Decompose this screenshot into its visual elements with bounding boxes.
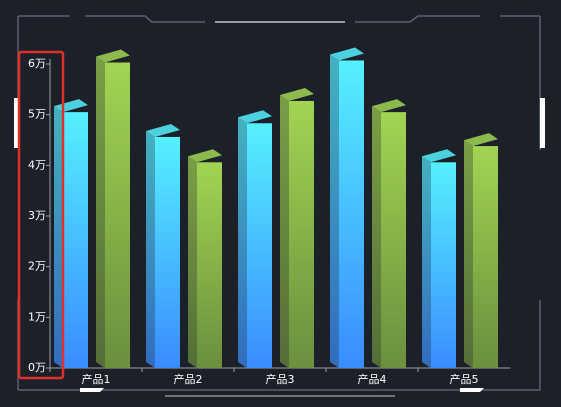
y-tick-label: 1万 <box>28 310 46 323</box>
bar-side <box>238 117 247 368</box>
y-tick-label: 2万 <box>28 260 46 273</box>
bar-top <box>146 123 180 137</box>
bar-side <box>464 140 473 368</box>
y-tick-label: 4万 <box>28 158 46 171</box>
x-tick-label: 产品1 <box>82 372 111 386</box>
x-tick-label: 产品5 <box>450 372 479 386</box>
bar <box>431 162 456 368</box>
y-tick-label: 6万 <box>28 57 46 70</box>
bar <box>63 112 88 368</box>
bar <box>197 162 222 368</box>
bar-top <box>238 110 272 124</box>
highlight-box <box>17 50 65 380</box>
bar-top <box>464 133 498 147</box>
bar <box>247 123 272 368</box>
bar-top <box>372 99 406 113</box>
bar-top <box>280 87 314 101</box>
bar-side <box>330 54 339 368</box>
y-tick-label: 5万 <box>28 108 46 121</box>
y-tick-label: 0万 <box>28 361 46 374</box>
bar <box>155 136 180 368</box>
x-tick-label: 产品3 <box>266 372 295 386</box>
bar-side <box>422 156 431 368</box>
x-tick-label: 产品4 <box>358 372 387 386</box>
bar-top <box>330 47 364 61</box>
x-tick-label: 产品2 <box>174 372 203 386</box>
y-tick-label: 3万 <box>28 209 46 222</box>
bar-side <box>54 106 63 368</box>
frame-deco <box>540 98 545 148</box>
bar <box>289 100 314 368</box>
bar-side <box>146 130 155 368</box>
bar-side <box>372 106 381 368</box>
frame-deco <box>85 15 480 23</box>
bar-top <box>422 149 456 163</box>
bar <box>339 60 364 368</box>
bar <box>105 62 130 368</box>
bar-side <box>188 156 197 368</box>
bar-top <box>188 149 222 163</box>
bar <box>473 146 498 368</box>
bar-side <box>96 56 105 368</box>
bar-side <box>280 94 289 368</box>
bar <box>381 112 406 368</box>
frame-deco <box>14 98 18 148</box>
bar-top <box>96 49 130 63</box>
